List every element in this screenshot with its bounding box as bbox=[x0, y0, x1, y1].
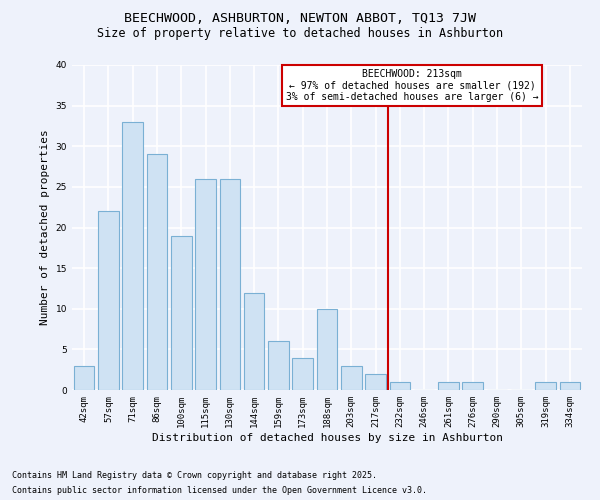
X-axis label: Distribution of detached houses by size in Ashburton: Distribution of detached houses by size … bbox=[151, 432, 503, 442]
Text: Size of property relative to detached houses in Ashburton: Size of property relative to detached ho… bbox=[97, 28, 503, 40]
Text: Contains public sector information licensed under the Open Government Licence v3: Contains public sector information licen… bbox=[12, 486, 427, 495]
Bar bbox=[244, 292, 265, 390]
Bar bbox=[438, 382, 459, 390]
Bar bbox=[463, 382, 483, 390]
Bar bbox=[220, 179, 240, 390]
Bar bbox=[317, 308, 337, 390]
Text: Contains HM Land Registry data © Crown copyright and database right 2025.: Contains HM Land Registry data © Crown c… bbox=[12, 471, 377, 480]
Bar bbox=[535, 382, 556, 390]
Bar bbox=[560, 382, 580, 390]
Bar bbox=[171, 236, 191, 390]
Bar bbox=[341, 366, 362, 390]
Bar bbox=[122, 122, 143, 390]
Bar bbox=[146, 154, 167, 390]
Bar bbox=[292, 358, 313, 390]
Text: BEECHWOOD, ASHBURTON, NEWTON ABBOT, TQ13 7JW: BEECHWOOD, ASHBURTON, NEWTON ABBOT, TQ13… bbox=[124, 12, 476, 26]
Bar bbox=[268, 341, 289, 390]
Text: BEECHWOOD: 213sqm
← 97% of detached houses are smaller (192)
3% of semi-detached: BEECHWOOD: 213sqm ← 97% of detached hous… bbox=[286, 69, 538, 102]
Bar bbox=[98, 211, 119, 390]
Bar bbox=[389, 382, 410, 390]
Bar bbox=[74, 366, 94, 390]
Y-axis label: Number of detached properties: Number of detached properties bbox=[40, 130, 50, 326]
Bar bbox=[365, 374, 386, 390]
Bar bbox=[195, 179, 216, 390]
